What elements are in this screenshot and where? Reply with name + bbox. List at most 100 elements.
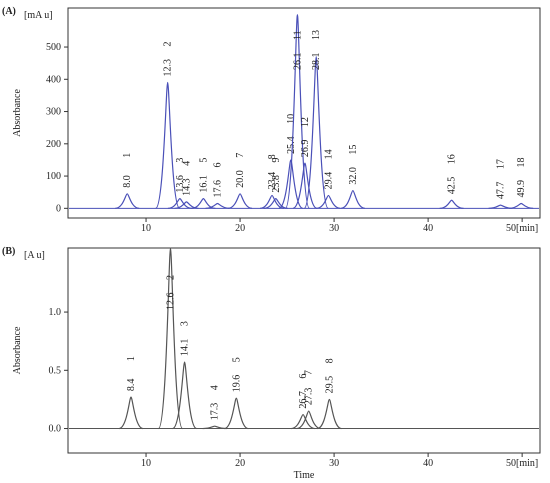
- peak-time-label: 8.4: [126, 379, 137, 392]
- peak: [205, 202, 230, 209]
- peak-time-label: 29.4: [323, 172, 334, 190]
- peak-time-label: 26.1: [292, 53, 303, 71]
- panel-label: (B): [2, 246, 15, 257]
- y-tick-label: 0.0: [49, 424, 62, 435]
- y-unit: [mA u]: [24, 10, 53, 21]
- peak-number: 5: [198, 158, 209, 163]
- plot-frame: [67, 7, 541, 219]
- peak-number: 7: [304, 370, 315, 375]
- x-tick-label: 10: [141, 458, 151, 469]
- peak-number: 15: [348, 145, 359, 155]
- peak: [172, 361, 198, 430]
- peak-number: 16: [447, 154, 458, 164]
- peak: [292, 162, 318, 209]
- peak: [174, 201, 199, 209]
- y-tick-label: 200: [46, 139, 61, 150]
- peak-number: 6: [298, 374, 309, 379]
- y-tick-label: 1.0: [49, 307, 62, 318]
- peak-number: 1: [122, 153, 133, 158]
- peak: [296, 410, 321, 430]
- peak: [155, 81, 181, 209]
- peak: [488, 204, 513, 209]
- x-tick-label: 40: [423, 223, 433, 234]
- x-tick-label: 40: [423, 458, 433, 469]
- x-tick-label: 30: [329, 223, 339, 234]
- y-tick-label: 400: [46, 74, 61, 85]
- peak-time-label: 29.5: [324, 376, 335, 394]
- peak-time-label: 19.6: [231, 375, 242, 393]
- x-tick-label: 30: [329, 458, 339, 469]
- y-axis-label: Absorbance: [12, 89, 23, 137]
- y-axis-label: Absorbance: [12, 326, 23, 374]
- x-tick-label: 20: [235, 458, 245, 469]
- peak-time-label: 14.1: [180, 339, 191, 357]
- peak: [167, 198, 192, 209]
- y-tick-label: 0.5: [49, 365, 62, 376]
- peak: [317, 398, 342, 430]
- x-axis-label: Time: [294, 470, 315, 481]
- peak-time-label: 25.4: [286, 136, 297, 154]
- peak-number: 18: [516, 157, 527, 167]
- peak-number: 3: [175, 158, 186, 163]
- peak-time-label: 49.9: [516, 180, 527, 198]
- peak: [290, 413, 316, 430]
- peak: [227, 193, 253, 209]
- y-tick-label: 0: [56, 203, 61, 214]
- peak-time-label: 23.8: [271, 175, 282, 193]
- peak-time-label: 23.4: [267, 172, 278, 190]
- peak-time-label: 47.7: [496, 182, 507, 200]
- peak-time-label: 8.0: [122, 175, 133, 188]
- peak-number: 1: [126, 356, 137, 361]
- peak-number: 5: [231, 357, 242, 362]
- x-tick-label: 20: [235, 223, 245, 234]
- plot-frame: [67, 247, 541, 454]
- y-tick-label: 500: [46, 42, 61, 53]
- peak-time-label: 14.3: [181, 178, 192, 196]
- peak: [118, 396, 144, 430]
- y-tick-label: 100: [46, 171, 61, 182]
- peak: [157, 247, 184, 430]
- peak-time-label: 17.6: [212, 180, 223, 198]
- peak-number: 12: [300, 117, 311, 127]
- peak-number: 8: [324, 358, 335, 363]
- peak-number: 6: [212, 162, 223, 167]
- peak-time-label: 28.1: [311, 53, 322, 71]
- peak-number: 13: [311, 30, 322, 40]
- peak: [509, 202, 534, 209]
- y-unit: [A u]: [24, 250, 45, 261]
- peak: [224, 397, 249, 430]
- peak-time-label: 13.6: [175, 175, 186, 193]
- peak-time-label: 20.0: [235, 170, 246, 188]
- peak-time-label: 42.5: [447, 177, 458, 195]
- peak-time-label: 17.3: [210, 403, 221, 421]
- peak: [284, 14, 310, 209]
- peak: [439, 199, 464, 209]
- peak: [303, 56, 329, 209]
- peak-number: 4: [210, 385, 221, 390]
- peak-number: 2: [163, 42, 174, 47]
- x-tick-label: 50[min]: [506, 458, 538, 469]
- peak-number: 3: [180, 321, 191, 326]
- peak-number: 10: [286, 114, 297, 124]
- peak-number: 2: [165, 275, 176, 280]
- peak-time-label: 32.0: [348, 167, 359, 185]
- panel-label: (A): [2, 6, 16, 17]
- peak-time-label: 12.3: [163, 59, 174, 77]
- x-tick-label: 10: [141, 223, 151, 234]
- peak-number: 9: [271, 158, 282, 163]
- peak: [316, 194, 341, 209]
- peak-time-label: 27.3: [304, 388, 315, 406]
- peak: [202, 425, 227, 430]
- y-tick-label: 300: [46, 107, 61, 118]
- peak: [340, 189, 366, 209]
- peak-number: 17: [496, 159, 507, 169]
- peak-time-label: 26.9: [300, 140, 311, 158]
- peak: [191, 198, 216, 209]
- peak-time-label: 12.6: [165, 293, 176, 311]
- peak-time-label: 16.1: [198, 175, 209, 193]
- peak: [278, 159, 304, 209]
- peak: [259, 194, 285, 209]
- peak-number: 14: [323, 149, 334, 159]
- peak-number: 7: [235, 153, 246, 158]
